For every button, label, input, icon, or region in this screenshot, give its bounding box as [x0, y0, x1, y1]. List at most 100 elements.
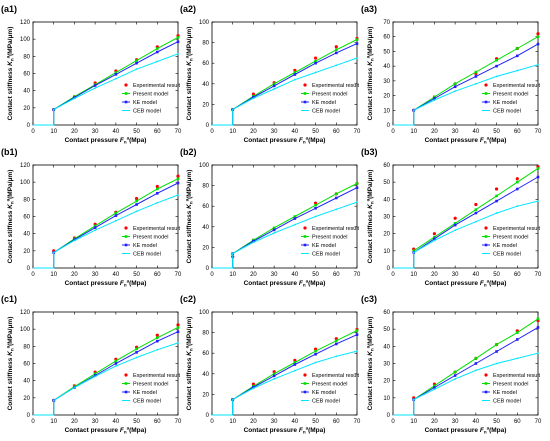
data-point-experimental	[536, 32, 540, 36]
x-tick-label: 40	[113, 419, 120, 425]
y-axis-label: Contact stiffness Kna(MPa/μm)	[6, 27, 15, 121]
series-marker-ke	[176, 330, 180, 334]
x-tick-label: 0	[210, 272, 214, 278]
legend-marker	[124, 243, 128, 247]
y-axis-label: Contact stiffness Kna(MPa/μm)	[366, 170, 375, 264]
x-tick-label: 50	[312, 419, 319, 425]
x-tick-label: 70	[354, 272, 361, 278]
chart-panel-b1: (b1) 0 10 20 30 40 50 60 70 0 20 40 60 80 100 120 Contac…	[1, 147, 182, 288]
series-marker-ceb	[52, 251, 55, 254]
x-tick-label: 30	[452, 129, 459, 135]
x-tick-label: 50	[312, 272, 319, 278]
data-point-experimental	[176, 323, 180, 327]
chart-panel-a3: (a3) 0 10 20 30 40 50 60 70 0 10 20 30 40 50 60 70 Contac…	[361, 4, 542, 145]
x-tick-label: 30	[92, 272, 99, 278]
legend-marker	[484, 235, 488, 238]
series-marker-ke	[334, 196, 338, 200]
series-marker-ceb	[252, 241, 255, 244]
legend-entry: KE model	[493, 243, 517, 249]
x-tick-label: 10	[229, 272, 236, 278]
x-tick-label: 50	[133, 272, 140, 278]
y-tick-label: 60	[202, 351, 209, 357]
x-tick-label: 50	[133, 419, 140, 425]
x-tick-label: 20	[250, 129, 257, 135]
series-marker-present	[536, 167, 540, 170]
series-marker-ceb	[454, 378, 457, 380]
series-marker-ke	[293, 73, 297, 76]
y-tick-label: 20	[383, 232, 390, 238]
legend-entry: CEB model	[493, 399, 521, 405]
y-tick-label: 80	[23, 197, 30, 203]
series-marker-present	[293, 361, 297, 364]
legend-marker	[303, 382, 307, 385]
y-tick-label: 60	[383, 163, 390, 169]
panel-label: (a3)	[361, 4, 377, 14]
series-marker-ke	[453, 374, 457, 377]
series-marker-present	[293, 71, 297, 74]
series-marker-ke	[293, 217, 297, 220]
series-marker-ceb	[177, 52, 179, 55]
series-marker-ke	[495, 350, 498, 353]
series-marker-ceb	[516, 357, 519, 360]
x-tick-label: 40	[113, 129, 120, 135]
y-tick-label: 40	[23, 379, 30, 385]
series-marker-present	[453, 370, 457, 374]
series-marker-present	[114, 71, 118, 74]
x-tick-label: 0	[31, 129, 35, 135]
series-marker-ceb	[495, 212, 498, 214]
series-marker-ke	[334, 342, 338, 346]
legend-marker	[124, 226, 128, 230]
y-tick-label: 40	[383, 197, 390, 203]
series-marker-ceb	[495, 75, 498, 78]
chart-panel-c3: (c3) 0 10 20 30 40 50 60 70 0 10 20 30 40 50 60 Contact …	[361, 294, 542, 435]
series-marker-ke	[114, 362, 118, 365]
series-marker-ke	[135, 351, 138, 354]
series-marker-ke	[433, 386, 436, 389]
series-marker-present	[114, 359, 118, 363]
x-tick-label: 10	[410, 129, 417, 135]
series-marker-ceb	[433, 99, 436, 101]
x-tick-label: 30	[452, 272, 459, 278]
series-marker-ceb	[537, 352, 539, 355]
series-marker-present	[355, 38, 359, 41]
series-marker-ceb	[177, 194, 179, 196]
x-tick-label: 60	[514, 419, 521, 425]
plot-frame	[211, 311, 358, 416]
series-marker-ke	[155, 50, 159, 54]
y-tick-label: 50	[383, 49, 390, 55]
y-tick-label: 40	[23, 89, 30, 95]
series-marker-present	[93, 224, 97, 228]
series-marker-ke	[515, 338, 519, 341]
y-tick-label: 100	[199, 310, 210, 316]
y-tick-label: 20	[383, 94, 390, 100]
x-tick-label: 70	[535, 419, 542, 425]
x-tick-label: 50	[493, 129, 500, 135]
x-axis-label: Contact pressure Fna(Mpa)	[65, 136, 147, 145]
x-tick-label: 20	[71, 129, 78, 135]
y-tick-label: 0	[27, 266, 31, 272]
series-marker-ke	[93, 226, 97, 229]
y-tick-label: 60	[202, 204, 209, 210]
plot-frame	[211, 164, 358, 269]
x-axis-label: Contact pressure Fna(Mpa)	[244, 426, 326, 435]
x-tick-label: 40	[292, 419, 299, 425]
y-axis-label: Contact stiffness Kna(MPa/μm)	[185, 170, 194, 264]
series-marker-present	[314, 203, 317, 207]
series-marker-ceb	[537, 63, 539, 66]
legend-entry: CEB model	[312, 399, 340, 405]
legend-entry: Experimental result	[312, 373, 360, 379]
legend-marker	[303, 100, 307, 104]
legend-entry: Experimental result	[493, 373, 541, 379]
y-tick-label: 100	[20, 37, 31, 43]
legend-marker	[303, 390, 307, 394]
y-axis-label: Contact stiffness Kna(MPa/μm)	[6, 317, 15, 411]
legend-entry: KE model	[133, 243, 157, 249]
y-tick-label: 40	[383, 64, 390, 70]
series-marker-present	[272, 372, 276, 376]
x-tick-label: 70	[535, 129, 542, 135]
series-marker-present	[334, 339, 338, 343]
series-marker-ceb	[335, 355, 338, 358]
x-tick-label: 20	[431, 129, 438, 135]
x-tick-label: 0	[391, 129, 395, 135]
